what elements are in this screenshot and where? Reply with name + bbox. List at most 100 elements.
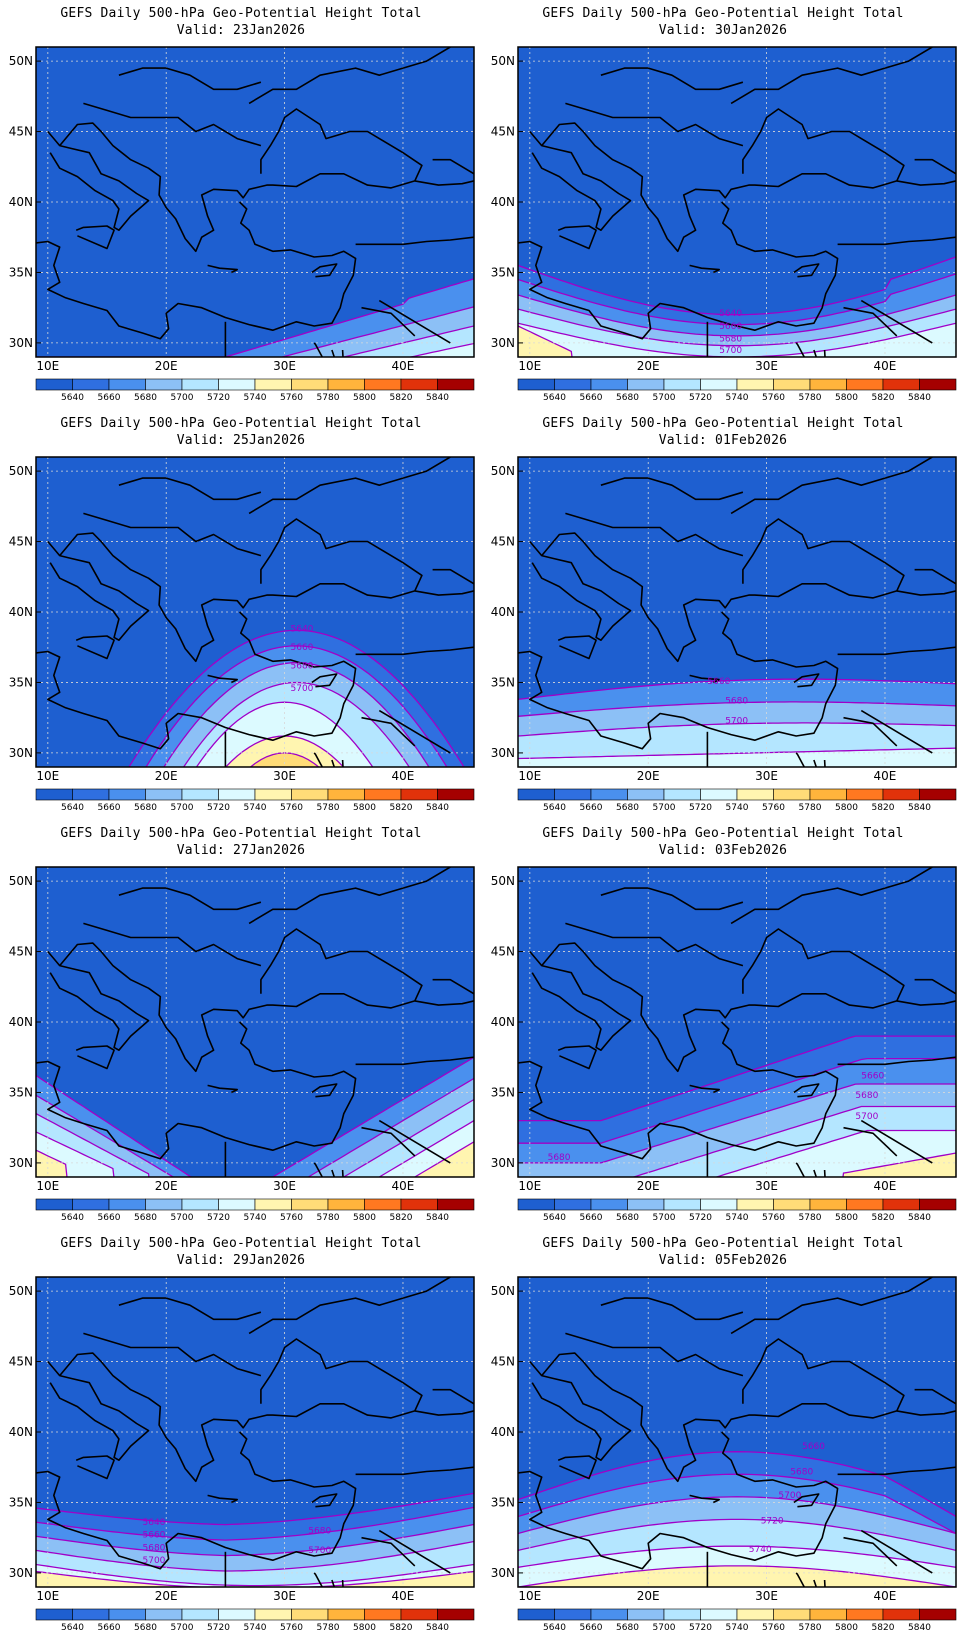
coastline [557,1045,597,1070]
colorbar-label: 5640 [61,803,84,813]
coastline [47,130,150,231]
coastline [795,1162,818,1177]
colorbar-swatch [291,1608,329,1621]
colorbar-label: 5760 [762,1213,785,1223]
coastline [47,950,150,1051]
latitude-label: 40N [9,1425,33,1439]
colorbar-label: 5800 [835,803,858,813]
colorbar-swatch [72,788,110,801]
longitude-label: 20E [155,359,178,373]
coastline [541,518,905,663]
colorbar-label: 5720 [207,393,230,403]
colorbar-label: 5840 [426,803,449,813]
colorbar-label: 5800 [835,1213,858,1223]
contour-label: 5640 [719,309,742,319]
longitude-label: 10E [518,1589,541,1603]
contour-line [36,1523,474,1557]
coastline [529,950,632,1051]
panel-title: GEFS Daily 500-hPa Geo-Potential Height … [542,1236,904,1251]
coastline [36,611,357,750]
contour-line [36,1131,115,1177]
contour-label: 5700 [291,684,314,694]
colorbar-swatch [327,1198,365,1211]
longitude-label: 20E [637,1589,660,1603]
contour-line [518,1035,956,1122]
panel-title: GEFS Daily 500-hPa Geo-Potential Height … [542,6,904,21]
coastline [860,299,933,344]
colorbar-swatch [145,1198,183,1211]
longitude-label: 30E [273,769,296,783]
contour-line [36,1074,193,1177]
coastline [118,1297,262,1321]
colorbar-label: 5780 [317,1623,340,1633]
height-band [250,752,319,767]
contour-line [36,1094,175,1177]
contour-line [631,1105,956,1177]
colorbar-swatch [700,788,738,801]
map-panel: GEFS Daily 500-hPa Geo-Potential Height … [482,1230,964,1640]
coastline [207,1084,238,1094]
coastline [730,457,933,515]
colorbar-label: 5760 [280,1213,303,1223]
colorbar-swatch [400,1198,438,1211]
latitude-label: 30N [491,746,515,760]
contour-line [36,1113,150,1177]
colorbar-label: 5800 [835,393,858,403]
map-panel: GEFS Daily 500-hPa Geo-Potential Height … [482,820,964,1230]
colorbar-swatch [437,378,475,391]
coastline [689,264,720,274]
contour-label: 5680 [308,1527,331,1537]
colorbar-swatch [327,788,365,801]
longitude-label: 30E [273,359,296,373]
latitude-label: 50N [9,1284,33,1298]
height-band [843,1153,956,1177]
colorbar-swatch [663,1608,701,1621]
contour-label: 5640 [291,625,314,635]
longitude-label: 40E [392,769,415,783]
colorbar-swatch [554,1608,592,1621]
coastline [355,1056,474,1066]
colorbar-swatch [291,788,329,801]
colorbar-swatch [554,378,592,391]
colorbar-swatch [35,1198,73,1211]
coastline [730,47,933,105]
colorbar-swatch [736,1198,774,1211]
colorbar-swatch [919,788,957,801]
coastline [914,1388,956,1405]
contour-line [518,294,956,337]
colorbar-label: 5680 [134,393,157,403]
contour-label: 5700 [143,1556,166,1566]
latitude-label: 40N [491,195,515,209]
colorbar-swatch [364,378,402,391]
colorbar-swatch [437,1198,475,1211]
longitude-label: 40E [874,1589,897,1603]
coastline [730,1277,933,1335]
colorbar-swatch [254,1608,292,1621]
coastline [795,1572,818,1587]
colorbar-swatch [590,1608,628,1621]
colorbar-swatch [72,378,110,391]
latitude-label: 50N [9,54,33,68]
colorbar-label: 5660 [98,393,121,403]
colorbar-swatch [919,1608,957,1621]
longitude-label: 30E [755,1589,778,1603]
coastline [860,1529,933,1574]
colorbar-label: 5660 [580,393,603,403]
contour-label: 5700 [308,1546,331,1556]
coastline [432,978,474,995]
latitude-label: 35N [491,1495,515,1509]
coastline [529,540,632,641]
coastline [355,1466,474,1476]
coastline [378,1119,451,1164]
colorbar-label: 5800 [353,1623,376,1633]
colorbar-swatch [700,378,738,391]
coastline [529,130,632,231]
contour-line [714,1129,956,1177]
latitude-label: 35N [491,1085,515,1099]
longitude-label: 10E [36,359,59,373]
colorbar-swatch [218,1198,256,1211]
colorbar-swatch [554,1198,592,1211]
colorbar-label: 5640 [543,1623,566,1633]
